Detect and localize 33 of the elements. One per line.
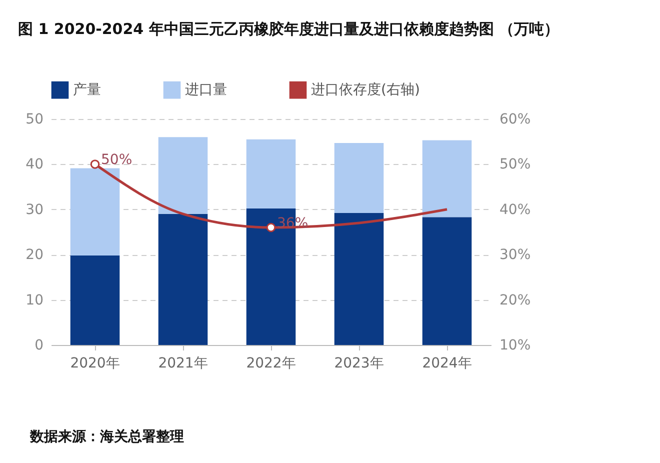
y2-tick-label: 60% — [500, 112, 531, 128]
bar — [334, 142, 384, 214]
data-label: 50% — [101, 152, 132, 168]
y-tick-label: 0 — [34, 338, 44, 354]
legend-label: 进口依存度(右轴) — [311, 82, 420, 98]
bar — [158, 214, 208, 345]
y-tick-label: 40 — [26, 156, 44, 173]
y2-tick-label: 10% — [500, 338, 531, 354]
x-tick-label: 2020年 — [70, 356, 120, 372]
y2-tick-label: 50% — [500, 156, 531, 173]
y-tick-label: 50 — [26, 112, 44, 128]
bar — [158, 137, 208, 214]
data-label: 36% — [277, 215, 308, 232]
legend-label: 产量 — [73, 82, 101, 98]
x-tick-label: 2023年 — [334, 356, 384, 372]
chart-title: 图 1 2020-2024 年中国三元乙丙橡胶年度进口量及进口依赖度趋势图 （万吨） — [18, 20, 560, 39]
x-tick-label: 2021年 — [158, 356, 208, 372]
legend-label: 进口量 — [185, 82, 227, 98]
bar — [246, 139, 296, 208]
bar — [70, 256, 120, 345]
y2-tick-label: 20% — [500, 292, 531, 308]
bar — [422, 140, 472, 218]
x-tick-label: 2022年 — [246, 356, 296, 372]
bar — [422, 217, 472, 345]
y-tick-label: 10 — [26, 292, 44, 308]
y2-tick-label: 30% — [500, 247, 531, 264]
source-note: 数据来源：海关总署整理 — [30, 428, 184, 446]
y-tick-label: 30 — [26, 202, 44, 218]
bar — [334, 213, 384, 345]
y-tick-label: 20 — [26, 247, 44, 264]
bar — [70, 168, 120, 256]
x-tick-label: 2024年 — [422, 356, 472, 372]
y2-tick-label: 40% — [500, 202, 531, 218]
